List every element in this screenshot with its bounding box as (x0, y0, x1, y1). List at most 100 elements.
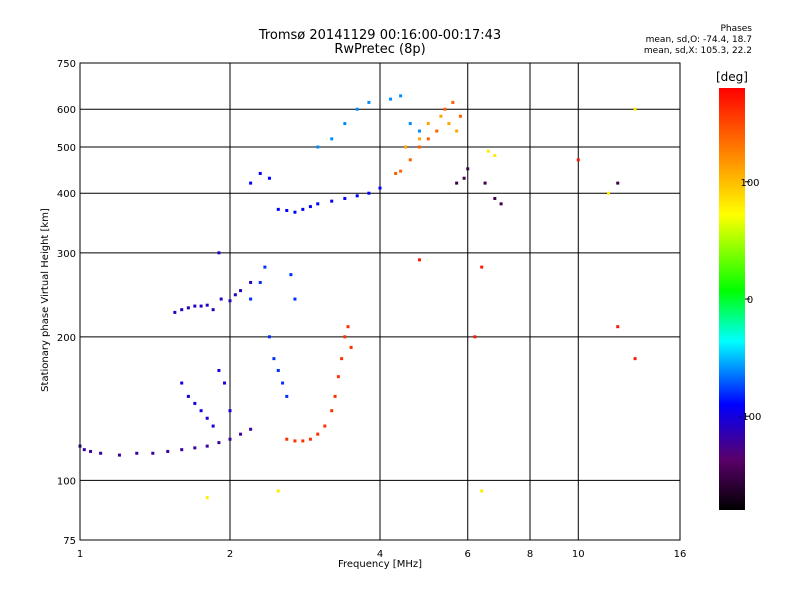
data-point (89, 449, 93, 453)
data-point (330, 199, 334, 203)
y-axis-label: Stationary phase Virtual Height [km] (40, 208, 51, 392)
data-point (458, 114, 462, 118)
data-point (239, 289, 243, 293)
data-point (483, 181, 487, 185)
x-tick-label: 2 (227, 549, 233, 560)
data-point (173, 310, 177, 314)
data-point (135, 451, 139, 455)
x-axis-label: Frequency [MHz] (338, 559, 422, 570)
colorbar-tick-label: 0 (747, 295, 753, 306)
data-point (493, 196, 497, 200)
data-point (293, 297, 297, 301)
data-point (308, 205, 312, 209)
data-point (466, 167, 470, 171)
data-point (480, 489, 484, 493)
data-point (399, 169, 403, 173)
data-point (217, 251, 221, 255)
data-point (417, 137, 421, 141)
data-point (417, 258, 421, 262)
data-point (616, 181, 620, 185)
data-point (462, 176, 466, 180)
data-point (493, 153, 497, 157)
data-point (343, 122, 347, 126)
data-point (336, 375, 340, 379)
data-point (199, 304, 203, 308)
data-point (228, 409, 232, 413)
data-point (389, 97, 393, 101)
data-point (193, 304, 197, 308)
data-point (417, 129, 421, 133)
data-point (82, 448, 86, 452)
data-point (447, 122, 451, 126)
data-point (199, 409, 203, 413)
data-point (403, 145, 407, 149)
y-tick-label: 300 (57, 249, 76, 260)
data-point (205, 496, 209, 500)
data-point (239, 432, 243, 436)
data-point (281, 381, 285, 385)
data-point (451, 100, 455, 104)
data-point (330, 409, 334, 413)
data-point (205, 303, 209, 307)
x-tick-label: 8 (527, 549, 533, 560)
data-point (249, 280, 253, 284)
data-point (211, 424, 215, 428)
data-point (426, 122, 430, 126)
data-point (166, 449, 170, 453)
data-point (333, 394, 337, 398)
data-point (346, 325, 350, 329)
data-point (443, 107, 447, 111)
data-point (355, 194, 359, 198)
data-point (223, 381, 227, 385)
y-tick-label: 600 (57, 105, 76, 116)
data-point (193, 446, 197, 450)
y-tick-label: 75 (63, 536, 76, 547)
phase-stats-x: mean, sd,X: 105.3, 22.2 (643, 46, 752, 56)
data-point (355, 107, 359, 111)
phase-stats-title: Phases (720, 24, 752, 34)
data-point (289, 273, 293, 277)
data-point (343, 335, 347, 339)
data-point (455, 129, 459, 133)
data-point (151, 451, 155, 455)
data-point (330, 137, 334, 141)
axis-ticks: 1 2 4 6 8 10 16 75 100 200 300 400 500 600 750 (57, 59, 686, 560)
data-point (180, 448, 184, 452)
data-point (316, 145, 320, 149)
data-point (349, 345, 353, 349)
data-point (180, 381, 184, 385)
data-point (367, 191, 371, 195)
data-point (455, 181, 459, 185)
data-point (426, 137, 430, 141)
data-point (217, 368, 221, 372)
data-point (99, 451, 103, 455)
y-tick-label: 400 (57, 189, 76, 200)
data-point (378, 186, 382, 190)
data-point (228, 437, 232, 441)
data-point (285, 437, 289, 441)
data-point (473, 335, 477, 339)
data-point (249, 181, 253, 185)
data-point (293, 210, 297, 214)
data-point (117, 453, 121, 457)
data-point (233, 293, 237, 297)
x-tick-label: 10 (572, 549, 585, 560)
y-tick-label: 500 (57, 143, 76, 154)
y-tick-label: 100 (57, 476, 76, 487)
grid-lines (80, 63, 680, 540)
plot-frame (79, 62, 681, 541)
data-point (394, 171, 398, 175)
chart-subtitle: RwPretec (8p) (334, 42, 426, 57)
data-point (285, 394, 289, 398)
x-tick-label: 16 (674, 549, 687, 560)
data-point (267, 335, 271, 339)
data-point (276, 207, 280, 211)
data-point (186, 394, 190, 398)
data-point (439, 114, 443, 118)
data-point (323, 424, 327, 428)
data-point (367, 100, 371, 104)
data-point (316, 432, 320, 436)
colorbar-ticks: 100 0 -100 (739, 178, 762, 423)
phase-stats-o: mean, sd,O: -74.4, 18.7 (645, 35, 752, 45)
